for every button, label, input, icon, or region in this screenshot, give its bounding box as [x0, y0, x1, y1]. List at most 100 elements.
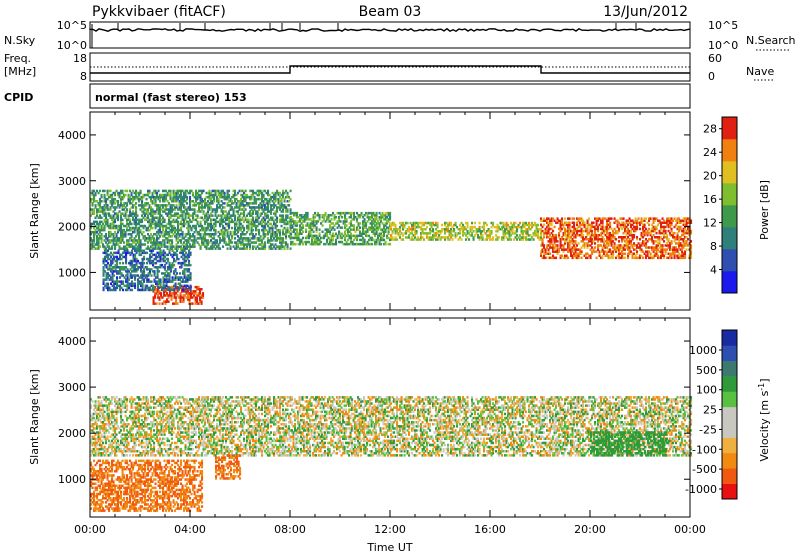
data-cell [306, 222, 309, 225]
data-cell [673, 238, 676, 241]
data-cell [571, 242, 574, 245]
data-cell [103, 235, 106, 238]
data-cell [241, 212, 244, 215]
data-cell [365, 230, 368, 233]
data-cell [105, 266, 108, 269]
data-cell [658, 242, 661, 245]
data-cell [445, 221, 448, 225]
data-cell [112, 206, 115, 209]
data-cell [166, 226, 169, 230]
data-cell [421, 223, 424, 227]
data-cell [678, 236, 681, 239]
data-cell [123, 204, 126, 207]
data-cell [219, 218, 222, 222]
data-cell [603, 242, 606, 245]
data-cell [187, 241, 190, 244]
data-cell [576, 244, 579, 247]
data-cell [675, 223, 678, 227]
data-cell [154, 296, 157, 299]
data-cell [332, 236, 335, 240]
data-cell [547, 250, 550, 253]
data-cell [685, 248, 688, 251]
data-cell [625, 240, 628, 243]
data-cell [676, 233, 679, 237]
data-cell [344, 216, 347, 219]
data-cell [289, 197, 292, 201]
data-cell [117, 193, 120, 197]
data-cell [329, 230, 332, 233]
data-cell [140, 274, 143, 277]
data-cell [501, 228, 504, 231]
data-cell [433, 223, 436, 227]
data-cell [160, 245, 163, 248]
data-cell [567, 229, 570, 233]
data-cell [616, 229, 619, 233]
data-cell [639, 256, 642, 260]
data-cell [568, 231, 571, 235]
data-cell [220, 228, 223, 232]
data-cell [109, 235, 112, 238]
data-cell [264, 212, 267, 215]
data-cell [670, 233, 673, 237]
data-cell [670, 248, 673, 251]
data-cell [643, 229, 646, 233]
data-cell [243, 200, 246, 203]
data-cell [154, 288, 157, 291]
data-cell [580, 223, 583, 227]
data-cell [271, 239, 274, 242]
data-cell [169, 228, 172, 232]
data-cell [189, 218, 192, 222]
data-cell [495, 230, 498, 233]
data-cell [134, 282, 137, 285]
data-cell [109, 226, 112, 230]
data-cell [280, 241, 283, 244]
data-cell [601, 240, 604, 243]
data-cell [132, 241, 135, 244]
data-cell [237, 218, 240, 222]
data-cell [363, 224, 366, 227]
data-cell [568, 223, 571, 227]
data-cell [238, 239, 241, 242]
data-cell [113, 274, 116, 277]
data-cell [271, 195, 274, 199]
data-cell [111, 218, 114, 222]
data-cell [128, 284, 131, 288]
data-cell [607, 233, 610, 237]
data-cell [120, 216, 123, 219]
data-cell [678, 246, 681, 249]
data-cell [672, 231, 675, 235]
data-cell [562, 223, 565, 227]
data-cell [649, 233, 652, 237]
data-cell [102, 226, 105, 230]
data-cell [429, 230, 432, 233]
data-cell [141, 214, 144, 217]
data-cell [258, 204, 261, 207]
data-cell [138, 197, 141, 201]
data-cell [589, 227, 592, 231]
data-cell [274, 230, 277, 234]
data-cell [91, 191, 94, 195]
data-cell [459, 232, 462, 235]
data-cell [222, 218, 225, 222]
data-cell [573, 244, 576, 247]
data-cell [205, 239, 208, 242]
data-cell [561, 221, 564, 224]
data-cell [137, 286, 140, 290]
data-cell [196, 216, 199, 219]
data-cell [144, 202, 147, 205]
data-cell [360, 242, 363, 246]
data-cell [262, 193, 265, 197]
data-cell [196, 230, 199, 234]
data-cell [552, 256, 555, 260]
data-cell [478, 236, 481, 239]
data-cell [681, 229, 684, 233]
data-cell [194, 298, 197, 301]
data-cell [201, 216, 204, 219]
data-cell [207, 206, 210, 209]
data-cell [594, 242, 597, 245]
data-cell [603, 238, 606, 241]
data-cell [505, 236, 508, 239]
data-cell [544, 231, 547, 235]
data-cell [639, 248, 642, 251]
data-cell [568, 250, 571, 253]
